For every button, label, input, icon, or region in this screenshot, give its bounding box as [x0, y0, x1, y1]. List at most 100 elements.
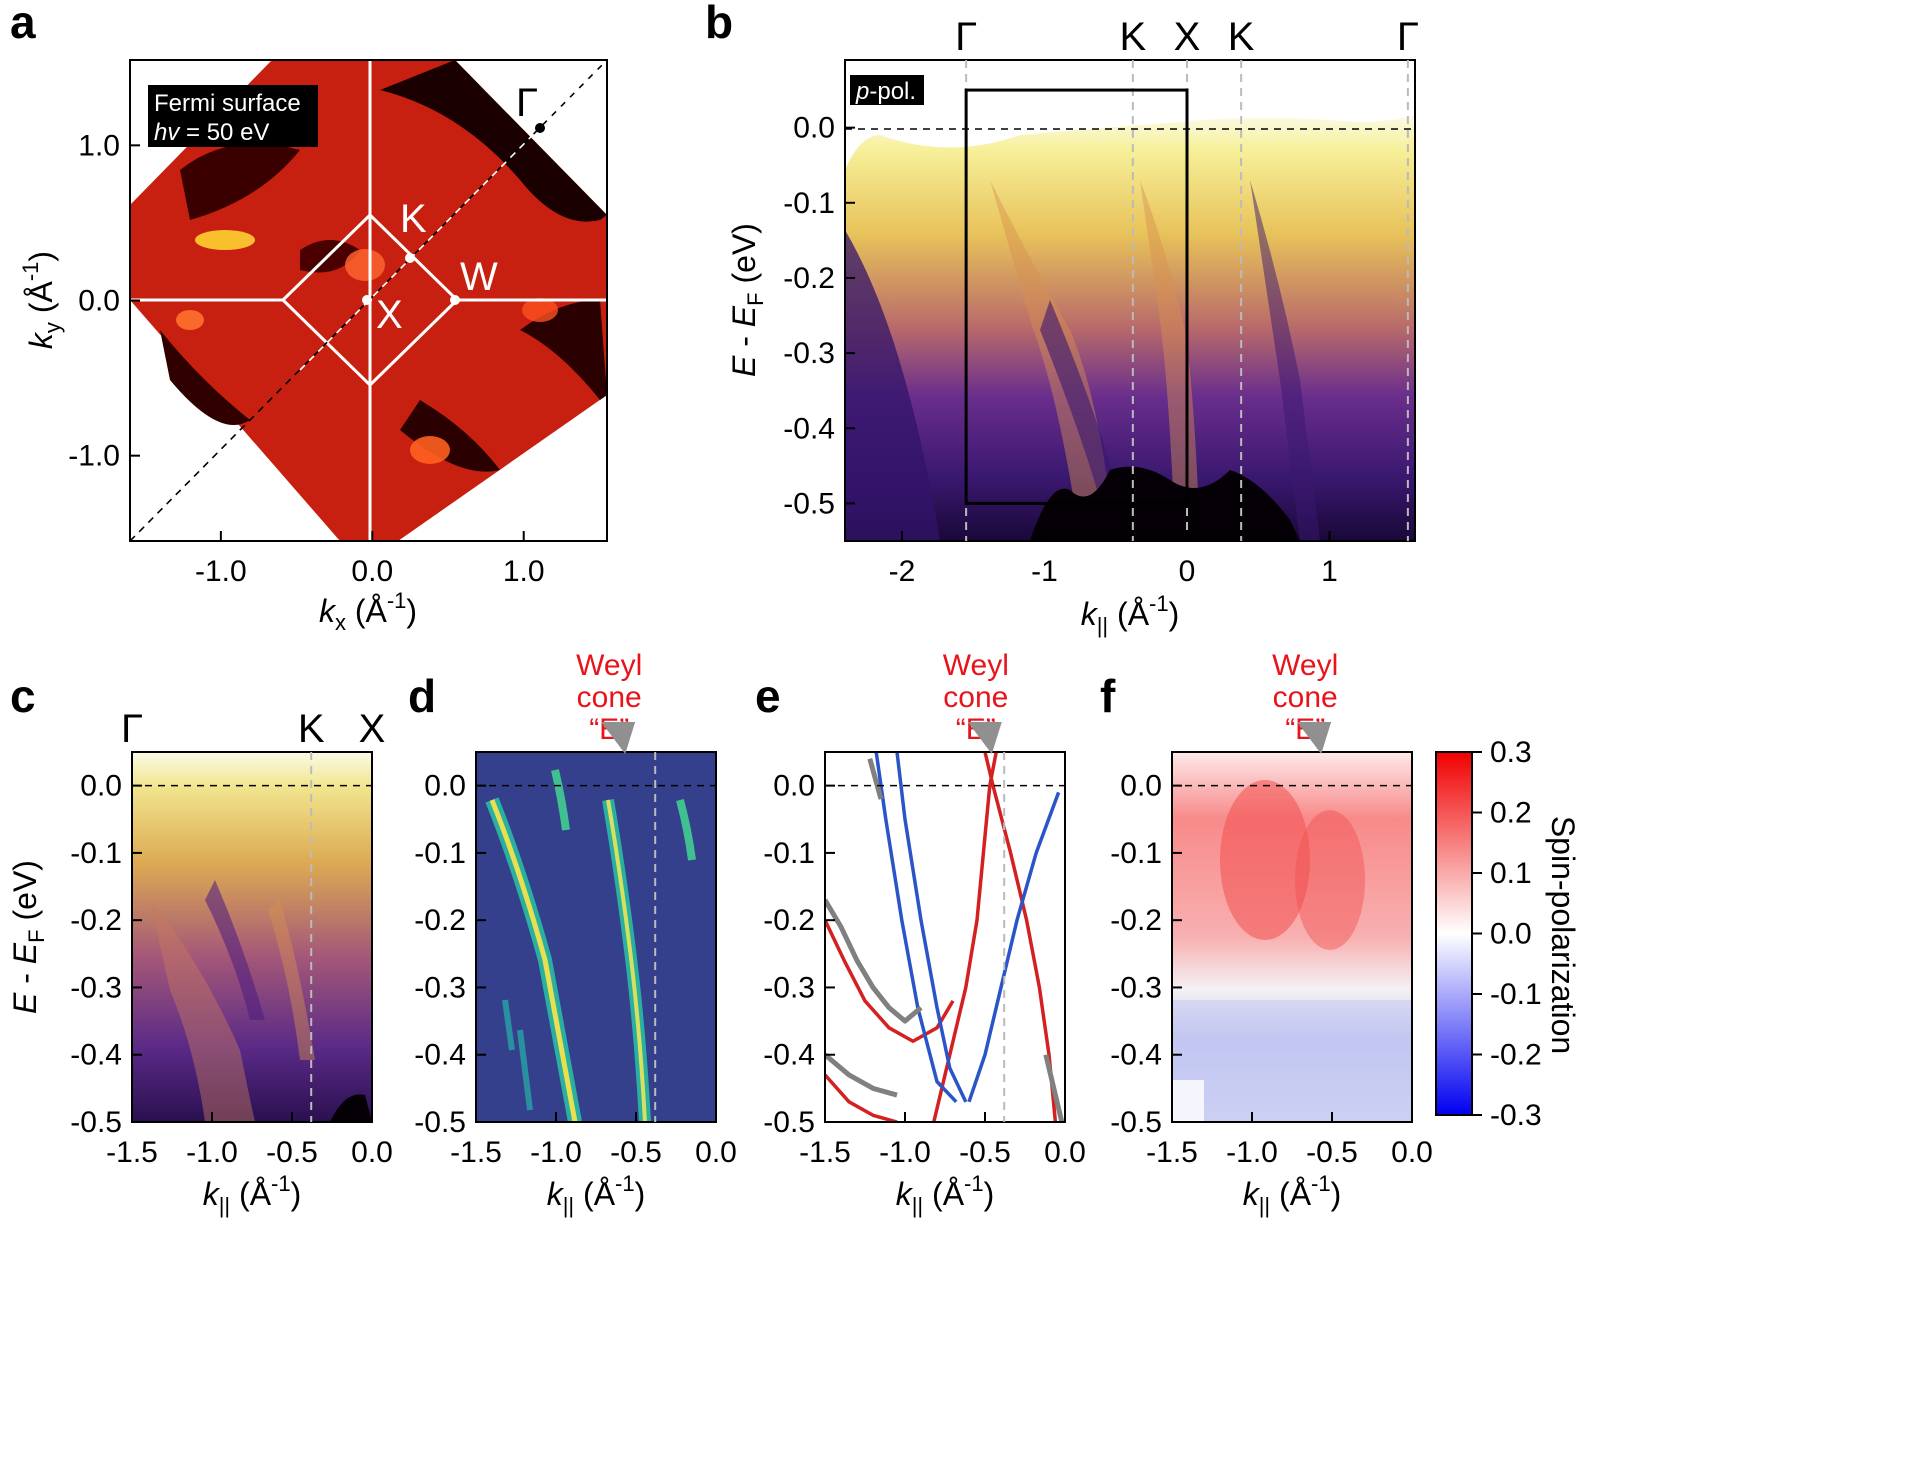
f-xtick-label: 0.0: [1391, 1136, 1433, 1169]
e-ytick-label: -0.1: [763, 837, 815, 870]
b-xtick-label: -2: [889, 555, 916, 588]
panel-a-ticks: -1.0 0.0 1.0 1.0 0.0 -1.0: [68, 129, 544, 588]
arpes-cut-b: [845, 115, 1415, 541]
a-point-gamma: Γ: [516, 81, 538, 125]
b-xtick-label: -1: [1031, 555, 1058, 588]
band-red-line: [825, 919, 955, 1044]
panel-d-frame: [475, 751, 717, 1123]
inset-label-box: [148, 85, 318, 147]
panel-b-xlabel: k|| (Å-1): [1081, 591, 1180, 638]
panel-d-ticks: -1.5 -1.0 -0.5 0.0 0.0 -0.1 -0.2 -0.3 -0.4 -0.5: [414, 770, 737, 1169]
panel-c-lines: [132, 752, 372, 1122]
panel-c-label: c: [10, 670, 36, 722]
pol-label: p-pol.: [855, 78, 916, 105]
pol-label-box: [850, 75, 924, 105]
c-ytick-label: -0.2: [70, 904, 122, 937]
x-point: [362, 295, 372, 305]
w-point: [450, 295, 460, 305]
zoom-box: [964, 88, 1189, 505]
f-xtick-label: -1.0: [1226, 1136, 1278, 1169]
weyl-annotation-line: cone: [1273, 681, 1338, 714]
colorbar-ticks: 0.3 0.2 0.1 0.0 -0.1 -0.2 -0.3: [1472, 736, 1542, 1132]
band-red-line: [932, 752, 998, 1122]
f-ytick-label: 0.0: [1120, 770, 1162, 803]
colorbar-tick-label: -0.1: [1490, 978, 1542, 1011]
band-blue-line: [895, 752, 968, 1103]
panel-a-ylabel: ky (Å-1): [18, 251, 65, 349]
c-xtick-label: 0.0: [351, 1136, 393, 1169]
panel-f-label: f: [1100, 670, 1116, 722]
panel-d: d -1.5 -1.0 -0.5 0.0 0.0 -0.1 -0.2 -0.3 -0.4 -0.5…: [408, 649, 737, 1218]
d-ytick-label: -0.3: [414, 971, 466, 1004]
panel-f-frame: [1171, 751, 1413, 1123]
c-xtick-label: -0.5: [266, 1136, 318, 1169]
weyl-arrow: [601, 722, 636, 754]
band-red-line: [825, 1073, 898, 1122]
panel-f: f -1.5 -1.0 -0.5 0.0 0.0 -0.1 -0.2 -0.3 -0.4 -0.5…: [1100, 649, 1581, 1218]
panel-c-ticks: -1.5 -1.0 -0.5 0.0 0.0 -0.1 -0.2 -0.3 -0.4 -0.5: [70, 770, 393, 1169]
weyl-annotation-line: Weyl: [943, 649, 1009, 682]
colorbar-tick-label: 0.2: [1490, 797, 1532, 830]
colorbar-tick-label: 0.0: [1490, 918, 1532, 951]
e-xtick-label: 0.0: [1044, 1136, 1086, 1169]
c-xtick-label: -1.5: [106, 1136, 158, 1169]
b-ytick-label: -0.1: [783, 187, 835, 220]
a-ytick-label: 1.0: [78, 129, 120, 162]
panel-e-label: e: [755, 670, 781, 722]
d-ytick-label: -0.5: [414, 1106, 466, 1139]
f-ytick-label: -0.1: [1110, 837, 1162, 870]
panel-f-ticks: -1.5 -1.0 -0.5 0.0 0.0 -0.1 -0.2 -0.3 -0.4 -0.5: [1110, 770, 1433, 1169]
band-gray-line: [1043, 1054, 1065, 1122]
k-point: [405, 253, 415, 263]
band-red-line: [983, 752, 1058, 1122]
panel-d-xlabel: k|| (Å-1): [547, 1171, 646, 1218]
weyl-arrow: [1297, 722, 1332, 754]
e-ytick-label: -0.4: [763, 1039, 815, 1072]
c-ytick-label: -0.3: [70, 971, 122, 1004]
panel-d-label: d: [408, 670, 436, 722]
band-gray-line: [867, 758, 884, 800]
d-ytick-label: -0.4: [414, 1039, 466, 1072]
f-xtick-label: -0.5: [1306, 1136, 1358, 1169]
panel-e-frame: [824, 751, 1066, 1123]
b-ytick-label: -0.2: [783, 262, 835, 295]
b-xtick-label: 1: [1321, 555, 1338, 588]
a-point-x: X: [376, 293, 403, 337]
weyl-annotation-line: cone: [577, 681, 642, 714]
a-ytick-label: -1.0: [68, 440, 120, 473]
f-ytick-label: -0.3: [1110, 971, 1162, 1004]
d-xtick-label: 0.0: [695, 1136, 737, 1169]
b-kpoint-label: K: [1228, 15, 1255, 59]
band-gray-line: [825, 898, 923, 1024]
panel-b-ylabel: E - EF (eV): [726, 223, 768, 377]
panel-e-xlabel: k|| (Å-1): [896, 1171, 995, 1218]
weyl-annotation-line: cone: [943, 681, 1008, 714]
colorbar-tick-label: -0.3: [1490, 1099, 1542, 1132]
d-ytick-label: -0.1: [414, 837, 466, 870]
a-xtick-label: 1.0: [503, 555, 545, 588]
colorbar: [1435, 751, 1473, 1116]
weyl-annotation-line: Weyl: [576, 649, 642, 682]
curvature-map-d: [476, 752, 716, 1122]
c-kpoint-label: K: [298, 707, 325, 751]
panel-b-frame: [844, 59, 1416, 542]
panel-a: a Fermi surface hv = 50 eV Γ: [10, 0, 608, 635]
colorbar-label: Spin-polarization: [1545, 816, 1581, 1054]
a-point-k: K: [400, 197, 427, 241]
weyl-arrow: [967, 722, 1002, 754]
band-blue-line: [874, 752, 958, 1104]
f-ytick-label: -0.5: [1110, 1106, 1162, 1139]
panel-e-lines: [825, 752, 1065, 1122]
e-xtick-label: -1.0: [879, 1136, 931, 1169]
c-ytick-label: 0.0: [80, 770, 122, 803]
e-ytick-label: -0.3: [763, 971, 815, 1004]
panel-a-xlabel: kx (Å-1): [319, 588, 417, 635]
colorbar-tick-label: 0.3: [1490, 736, 1532, 769]
f-ytick-label: -0.4: [1110, 1039, 1162, 1072]
e-xtick-label: -1.5: [799, 1136, 851, 1169]
a-xtick-label: -1.0: [195, 555, 247, 588]
